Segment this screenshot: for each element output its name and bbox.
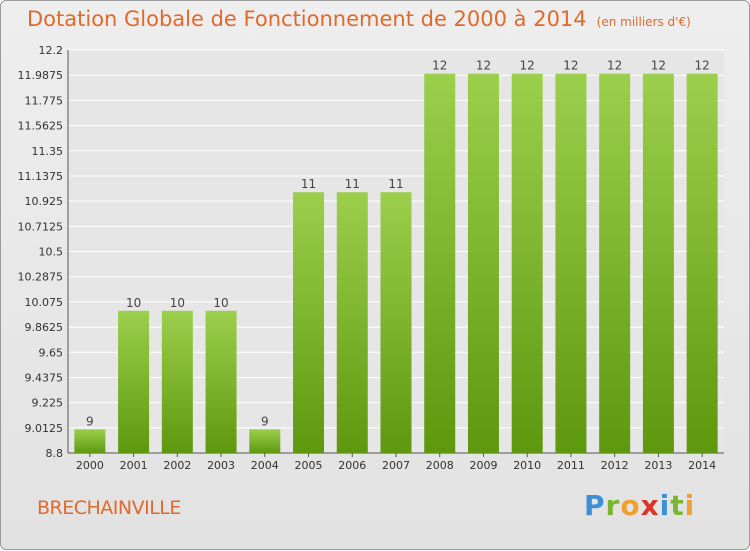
logo-letter: i	[659, 489, 671, 522]
data-label: 9	[86, 414, 94, 428]
data-label: 12	[651, 59, 666, 73]
y-tick-label: 9.65	[39, 346, 64, 359]
logo-letter: r	[605, 489, 621, 522]
x-tick-label: 2002	[163, 459, 191, 472]
logo-letter: o	[620, 489, 641, 522]
data-label: 10	[170, 296, 185, 310]
x-tick-label: 2011	[557, 459, 585, 472]
x-tick-label: 2004	[251, 459, 279, 472]
x-tick-label: 2001	[120, 459, 148, 472]
data-label: 10	[213, 296, 228, 310]
x-tick-label: 2008	[426, 459, 454, 472]
data-label: 9	[261, 414, 269, 428]
y-tick-label: 10.2875	[18, 271, 64, 284]
x-tick-label: 2014	[688, 459, 716, 472]
bar	[118, 310, 150, 453]
bar	[336, 192, 368, 453]
data-label: 11	[345, 177, 360, 191]
data-label: 11	[388, 177, 403, 191]
bar	[686, 73, 718, 454]
bar	[205, 310, 237, 453]
bar	[249, 429, 281, 453]
bar	[74, 429, 106, 453]
data-label: 12	[432, 59, 447, 73]
data-label: 12	[694, 59, 709, 73]
y-tick-label: 8.8	[46, 447, 64, 460]
chart-unit: (en milliers d'€)	[596, 15, 691, 29]
x-tick-label: 2006	[338, 459, 366, 472]
chart-title: Dotation Globale de Fonctionnement de 20…	[27, 7, 691, 31]
y-tick-label: 10.925	[25, 195, 64, 208]
y-tick-label: 11.5625	[18, 120, 64, 133]
x-tick-label: 2005	[295, 459, 323, 472]
bar	[642, 73, 674, 454]
x-tick-label: 2010	[513, 459, 541, 472]
bar	[424, 73, 456, 454]
data-label: 12	[520, 59, 535, 73]
x-tick-label: 2003	[207, 459, 235, 472]
y-tick-label: 9.4375	[25, 371, 64, 384]
bar	[599, 73, 631, 454]
y-tick-label: 11.1375	[18, 170, 64, 183]
data-label: 12	[476, 59, 491, 73]
y-tick-label: 9.0125	[25, 422, 64, 435]
logo-letter: i	[684, 489, 696, 522]
data-label: 12	[607, 59, 622, 73]
chart-title-text: Dotation Globale de Fonctionnement de 20…	[27, 7, 587, 31]
bar	[467, 73, 499, 454]
data-label: 12	[563, 59, 578, 73]
y-tick-label: 10.7125	[18, 220, 64, 233]
bar	[161, 310, 193, 453]
data-label: 10	[126, 296, 141, 310]
logo-letter: x	[640, 489, 660, 522]
y-tick-label: 9.8625	[25, 321, 64, 334]
x-tick-label: 2012	[601, 459, 629, 472]
logo-letter: P	[584, 489, 606, 522]
x-tick-label: 2007	[382, 459, 410, 472]
city-name: BRECHAINVILLE	[37, 497, 181, 519]
x-tick-label: 2009	[469, 459, 497, 472]
data-label: 11	[301, 177, 316, 191]
y-tick-label: 10.5	[39, 246, 64, 259]
y-tick-label: 10.075	[25, 296, 64, 309]
bar	[511, 73, 543, 454]
y-tick-label: 11.775	[25, 94, 64, 107]
proxiti-logo: Proxiti	[584, 489, 695, 522]
x-tick-label: 2000	[76, 459, 104, 472]
bar	[293, 192, 325, 453]
y-tick-label: 11.35	[32, 145, 64, 158]
bar	[380, 192, 412, 453]
y-tick-label: 9.225	[32, 397, 64, 410]
y-tick-label: 12.2	[39, 44, 64, 57]
bar	[555, 73, 587, 454]
logo-letter: t	[670, 489, 685, 522]
y-tick-label: 11.9875	[18, 69, 64, 82]
x-tick-label: 2013	[644, 459, 672, 472]
